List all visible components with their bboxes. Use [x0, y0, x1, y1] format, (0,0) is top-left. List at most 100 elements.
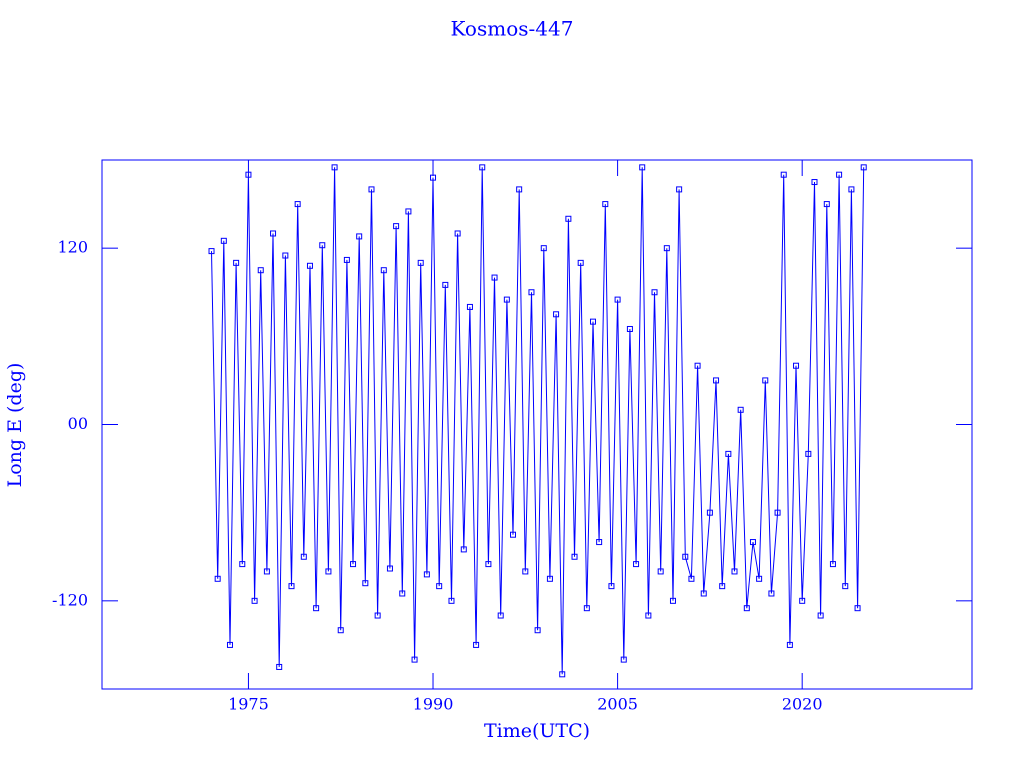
data-point — [380, 267, 387, 274]
data-point — [417, 259, 424, 266]
data-point — [479, 164, 486, 171]
data-point — [565, 215, 572, 222]
data-point — [534, 627, 541, 634]
x-tick-label: 2005 — [597, 695, 638, 714]
data-point — [713, 377, 720, 384]
data-point — [583, 605, 590, 612]
chart-title: Kosmos-447 — [451, 17, 574, 41]
data-point — [245, 171, 252, 178]
data-point — [669, 597, 676, 604]
data-point — [577, 259, 584, 266]
data-point — [682, 553, 689, 560]
data-point — [694, 362, 701, 369]
x-axis-label: Time(UTC) — [484, 720, 590, 742]
data-point — [725, 450, 732, 457]
data-point — [780, 171, 787, 178]
y-tick-label: -120 — [52, 590, 88, 609]
data-point — [743, 605, 750, 612]
data-point — [688, 575, 695, 582]
data-point — [651, 289, 658, 296]
data-point — [436, 583, 443, 590]
data-point — [319, 242, 326, 249]
data-point — [510, 531, 517, 538]
data-point — [251, 597, 258, 604]
data-point — [356, 233, 363, 240]
data-point — [553, 311, 560, 318]
data-point — [226, 641, 233, 648]
data-point — [313, 605, 320, 612]
data-point — [719, 583, 726, 590]
data-point — [749, 539, 756, 546]
y-tick-label: 00 — [68, 414, 88, 433]
data-point — [386, 565, 393, 572]
y-axis-label: Long E (deg) — [4, 363, 26, 488]
data-point — [829, 561, 836, 568]
data-point — [522, 568, 529, 575]
data-point — [350, 561, 357, 568]
data-point — [325, 568, 332, 575]
data-point — [848, 186, 855, 193]
y-tick-label: 120 — [57, 238, 88, 257]
data-point — [374, 612, 381, 619]
data-point — [503, 296, 510, 303]
data-point — [362, 580, 369, 587]
data-point — [657, 568, 664, 575]
data-point — [663, 245, 670, 252]
data-point — [737, 406, 744, 413]
data-point — [602, 201, 609, 208]
data-point — [546, 575, 553, 582]
data-point — [473, 641, 480, 648]
data-point — [700, 590, 707, 597]
data-point — [596, 539, 603, 546]
data-point — [485, 561, 492, 568]
data-point — [239, 561, 246, 568]
data-point — [466, 303, 473, 310]
data-point — [823, 201, 830, 208]
data-point — [528, 289, 535, 296]
data-point — [337, 627, 344, 634]
data-point — [614, 296, 621, 303]
data-point — [633, 561, 640, 568]
data-point — [774, 509, 781, 516]
x-tick-label: 1990 — [413, 695, 454, 714]
data-point — [442, 281, 449, 288]
data-point — [817, 612, 824, 619]
data-point — [214, 575, 221, 582]
data-point — [836, 171, 843, 178]
data-point — [460, 546, 467, 553]
data-point — [589, 318, 596, 325]
data-point — [559, 671, 566, 678]
data-point — [306, 262, 313, 269]
data-point — [793, 362, 800, 369]
data-point — [411, 656, 418, 663]
data-point — [786, 641, 793, 648]
data-point — [860, 164, 867, 171]
data-point — [540, 245, 547, 252]
data-point — [497, 612, 504, 619]
data-point — [423, 571, 430, 578]
data-point — [294, 201, 301, 208]
data-line — [211, 167, 865, 675]
data-point — [233, 259, 240, 266]
data-point — [608, 583, 615, 590]
data-point — [799, 597, 806, 604]
data-point — [454, 230, 461, 237]
data-point — [756, 575, 763, 582]
data-point — [854, 605, 861, 612]
data-point — [842, 583, 849, 590]
data-point — [639, 164, 646, 171]
data-point — [571, 553, 578, 560]
data-point — [282, 252, 289, 259]
data-point — [805, 450, 812, 457]
data-point — [768, 590, 775, 597]
data-point — [257, 267, 264, 274]
x-tick-label: 1975 — [228, 695, 269, 714]
data-point — [300, 553, 307, 560]
data-point — [676, 186, 683, 193]
data-point — [343, 256, 350, 263]
data-point — [731, 568, 738, 575]
data-point — [405, 208, 412, 215]
data-point — [626, 325, 633, 332]
data-point — [430, 174, 437, 181]
